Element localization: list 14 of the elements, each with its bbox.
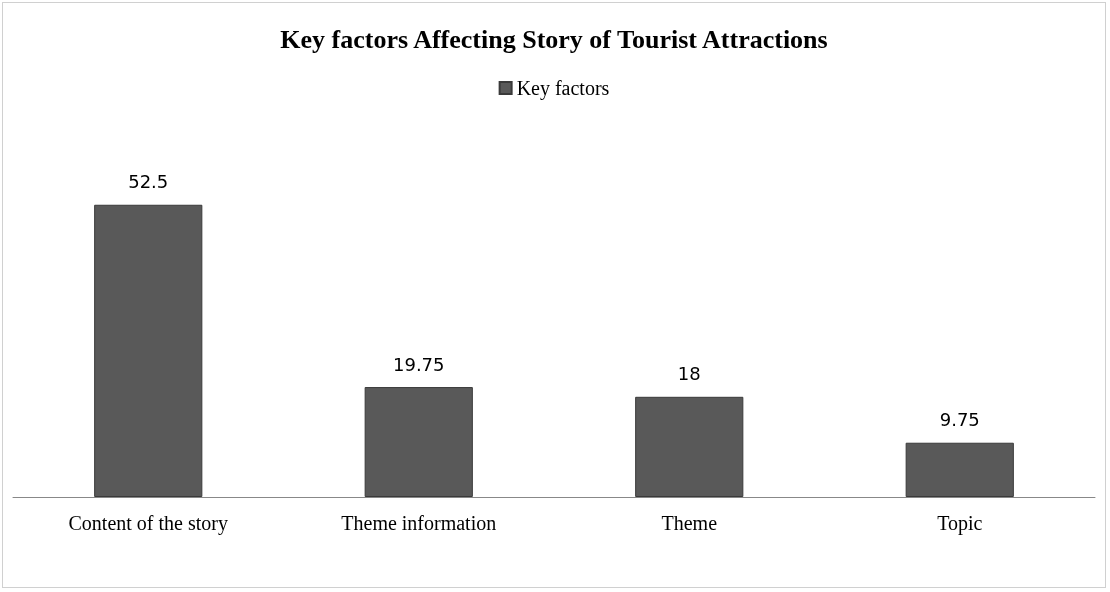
bar xyxy=(905,442,1014,497)
data-label: 18 xyxy=(677,363,701,385)
bar xyxy=(635,396,744,497)
bar xyxy=(364,387,473,497)
x-tick-label: Theme xyxy=(661,512,718,534)
x-tick-label: Content of the story xyxy=(68,512,228,535)
data-label: 9.75 xyxy=(939,409,980,431)
x-tick-label: Topic xyxy=(937,512,983,535)
data-label: 19.75 xyxy=(392,353,445,375)
x-tick-label: Theme information xyxy=(341,512,497,534)
data-label: 52.5 xyxy=(128,171,169,193)
bar xyxy=(94,204,203,497)
legend-label: Key factors xyxy=(516,77,610,100)
chart-title: Key factors Affecting Story of Tourist Attractions xyxy=(280,24,828,54)
